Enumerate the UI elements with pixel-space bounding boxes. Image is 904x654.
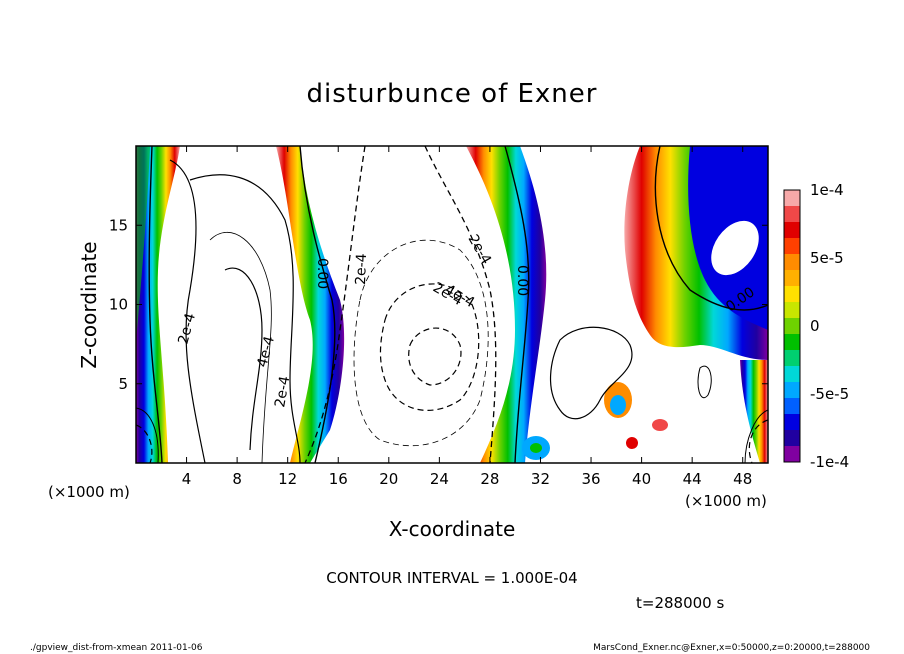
- chart-title: disturbunce of Exner: [307, 79, 598, 109]
- y-axis-label: Z-coordinate: [77, 241, 101, 368]
- footer-left: ./gpview_dist-from-xmean 2011-01-06: [30, 643, 203, 653]
- blob-41: [652, 419, 668, 431]
- contour-label: 4e-4: [254, 334, 278, 369]
- contour-neg-outer: [304, 146, 366, 463]
- contour-bottom-left: [136, 407, 159, 463]
- x-tick-label: 36: [581, 470, 600, 488]
- colorbar-label: -1e-4: [810, 453, 849, 471]
- contour-neg-ring1: [353, 239, 489, 447]
- x-tick-label: 20: [379, 470, 398, 488]
- contour-interval: CONTOUR INTERVAL = 1.000E-04: [326, 569, 577, 587]
- colorbar-swatch: [784, 238, 800, 255]
- x-axis: 4 8 12 16 20 24 28 32 36 40 44 48: [182, 146, 752, 488]
- contour-plus-mid: [209, 231, 272, 463]
- x-tick-label: 4: [182, 470, 192, 488]
- colorbar-label: 5e-5: [810, 249, 844, 267]
- contour-zero-right: [504, 146, 530, 463]
- contour-bottom-right: [744, 409, 768, 463]
- contour-2e-4-left: [169, 159, 206, 463]
- x-tick-label: 24: [430, 470, 449, 488]
- y-tick-label: 15: [109, 216, 128, 234]
- contour-zero-left: [148, 146, 163, 463]
- color-band-right-bottom: [740, 360, 768, 463]
- x-unit-right: (×1000 m): [685, 492, 767, 510]
- x-tick-label: 28: [480, 470, 499, 488]
- contour-label: 2e-4: [272, 375, 293, 409]
- blob-38-core: [610, 395, 626, 415]
- colorbar-swatch: [784, 334, 800, 351]
- colorbar-swatch: [784, 382, 800, 399]
- y-axis: 5 10 15: [109, 216, 768, 393]
- contour-neg-left: [136, 424, 153, 463]
- x-tick-label: 48: [733, 470, 752, 488]
- contour-island: [549, 326, 633, 420]
- colorbar-swatch: [784, 366, 800, 383]
- x-tick-label: 12: [278, 470, 297, 488]
- colorbar-swatch: [784, 430, 800, 447]
- contour-island-small: [697, 365, 712, 398]
- colorbar-swatch: [784, 414, 800, 431]
- colorbar-label: 0: [810, 317, 820, 335]
- colorbar-swatch: [784, 318, 800, 335]
- colorbar: [784, 190, 800, 463]
- colorbar-label: 1e-4: [810, 181, 844, 199]
- color-band-center-left: [276, 146, 345, 463]
- contour-plus-inner: [224, 267, 263, 451]
- time-label: t=288000 s: [636, 594, 724, 612]
- blob-32-core: [530, 443, 542, 453]
- contour-label: 2e-4: [353, 253, 370, 285]
- y-tick-label: 10: [109, 296, 128, 314]
- x-tick-label: 16: [329, 470, 348, 488]
- contour-neg-ring2: [379, 283, 480, 411]
- blob-38b: [626, 437, 638, 449]
- contour-zero-farright: [654, 146, 768, 311]
- colorbar-swatch: [784, 286, 800, 303]
- x-unit-left: (×1000 m): [48, 483, 130, 501]
- colorbar-swatch: [784, 222, 800, 239]
- colorbar-swatch: [784, 350, 800, 367]
- color-band-left-edge: [136, 146, 150, 340]
- contour-label: 0.00: [314, 258, 330, 289]
- colorbar-swatch: [784, 206, 800, 223]
- colorbar-swatch: [784, 190, 800, 207]
- x-tick-label: 8: [232, 470, 242, 488]
- x-tick-label: 40: [632, 470, 651, 488]
- contour-plus-outer: [189, 174, 301, 463]
- x-tick-label: 44: [683, 470, 702, 488]
- colorbar-swatch: [784, 398, 800, 415]
- colorbar-swatch: [784, 446, 800, 463]
- white-eye: [711, 220, 759, 276]
- contour-neg-right: [748, 419, 768, 463]
- colorbar-swatch: [784, 270, 800, 287]
- x-tick-label: 32: [531, 470, 550, 488]
- colorbar-swatch: [784, 302, 800, 319]
- colorbar-label: -5e-5: [810, 385, 849, 403]
- contour-label: 2e-4: [175, 311, 199, 346]
- contour-zero-center: [299, 146, 336, 463]
- color-band-center-right: [466, 146, 547, 463]
- x-axis-label: X-coordinate: [389, 517, 516, 541]
- y-tick-label: 5: [118, 375, 128, 393]
- contour-neg-ring3: [408, 327, 462, 386]
- colorbar-swatch: [784, 254, 800, 271]
- contour-label: 0.00: [514, 265, 530, 296]
- color-band-left: [136, 146, 180, 463]
- plot-area: 0.00 2e-4 2e-4 4e-4 2e-4 2e-4 2e-4 4e-4 …: [136, 146, 768, 463]
- colorbar-labels: 1e-4 5e-5 0 -5e-5 -1e-4: [810, 181, 849, 471]
- footer-right: MarsCond_Exner.nc@Exner,x=0:50000,z=0:20…: [593, 643, 870, 653]
- colorbar-frame: [783, 189, 801, 463]
